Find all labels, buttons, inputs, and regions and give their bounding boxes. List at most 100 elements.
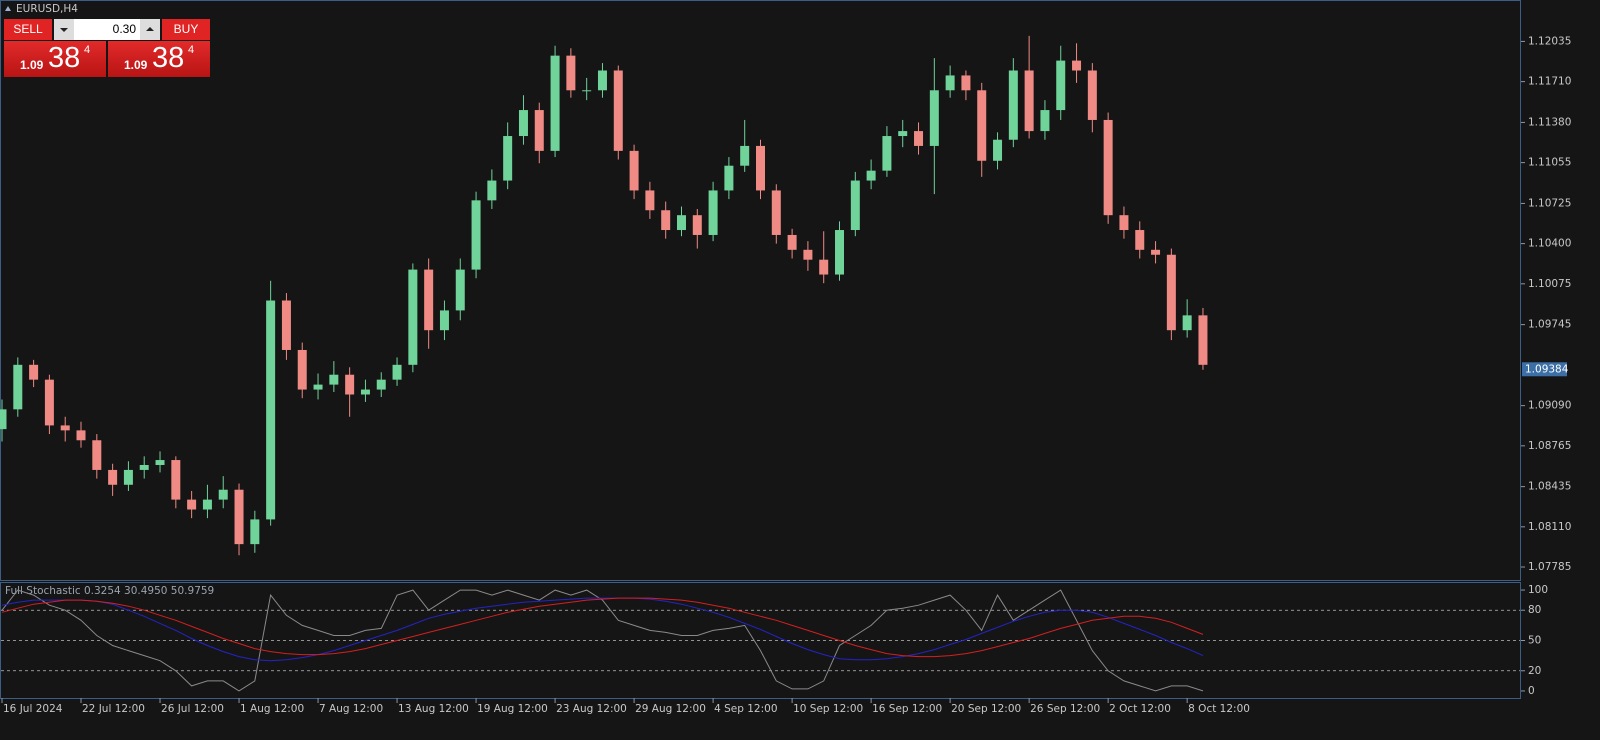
bid-quote[interactable]: 1.09 38 4: [4, 41, 106, 77]
candle-body: [771, 190, 781, 235]
y-tick-label: 50: [1528, 635, 1541, 647]
candle-body: [202, 499, 212, 510]
last-price-label: 1.09384: [1525, 363, 1569, 375]
main-panel-frame: [0, 0, 1521, 581]
ask-point: 4: [188, 44, 195, 56]
candle-body: [92, 440, 102, 470]
stochastic-line: [1, 597, 1204, 658]
candle-body: [139, 464, 149, 470]
stochastic-line: [1, 589, 1204, 692]
candle-body: [518, 110, 528, 137]
y-tick-label: 1.10400: [1528, 238, 1571, 250]
candle-body: [360, 389, 370, 395]
y-tick-label: 1.09745: [1528, 319, 1571, 331]
ask-quote[interactable]: 1.09 38 4: [108, 41, 210, 77]
y-tick-label: 80: [1528, 604, 1541, 616]
candle-body: [408, 269, 418, 365]
candle-body: [1119, 215, 1129, 231]
lot-down[interactable]: [54, 19, 74, 40]
candle-body: [961, 75, 971, 91]
buy-button[interactable]: BUY: [162, 19, 210, 40]
y-tick-label: 1.11055: [1528, 157, 1571, 169]
sell-button[interactable]: SELL: [4, 19, 52, 40]
y-tick-label: 1.11710: [1528, 76, 1571, 88]
candle-body: [44, 379, 54, 426]
candle-body: [250, 519, 260, 545]
candle-body: [345, 374, 355, 395]
indicator-title: Full Stochastic 0.3254 30.4950 50.9759: [5, 585, 214, 597]
trade-panel: SELL 0.30 BUY 1.09 38 4 1.09 38 4: [4, 19, 210, 77]
candle-body: [566, 55, 576, 91]
lot-up[interactable]: [140, 19, 160, 40]
candle-body: [60, 425, 70, 431]
candle-body: [914, 131, 924, 146]
symbol-icon: [5, 6, 11, 11]
y-tick-label: 1.09090: [1528, 400, 1571, 412]
x-tick-label: 16 Jul 2024: [3, 703, 63, 715]
candle-body: [1008, 70, 1018, 140]
candle-body: [424, 269, 434, 331]
x-tick-label: 29 Aug 12:00: [635, 703, 706, 715]
candle-body: [1072, 60, 1082, 71]
x-tick-label: 13 Aug 12:00: [398, 703, 469, 715]
candle-body: [1198, 315, 1208, 365]
x-tick-label: 2 Oct 12:00: [1109, 703, 1171, 715]
candle-body: [597, 70, 607, 91]
candle-body: [740, 145, 750, 166]
x-tick-label: 16 Sep 12:00: [872, 703, 942, 715]
candle-body: [645, 190, 655, 211]
bid-pips: 38: [48, 42, 81, 74]
lot-spinner[interactable]: 0.30: [54, 19, 160, 40]
y-tick-label: 100: [1528, 584, 1548, 596]
ask-pips: 38: [152, 42, 185, 74]
candle-body: [123, 469, 133, 485]
y-tick-label: 1.08765: [1528, 440, 1571, 452]
candle-body: [1135, 230, 1145, 250]
candle-body: [629, 150, 639, 191]
stochastic-line: [1, 597, 1204, 662]
candle-body: [376, 379, 386, 390]
candle-body: [297, 349, 307, 390]
x-tick-label: 22 Jul 12:00: [82, 703, 145, 715]
last-price-tag: [1522, 362, 1567, 377]
candle-body: [487, 180, 497, 201]
candle-body: [708, 190, 718, 235]
candle-body: [866, 170, 876, 181]
candle-body: [503, 136, 513, 181]
x-tick-label: 7 Aug 12:00: [319, 703, 383, 715]
candle-body: [898, 131, 908, 137]
down-icon: [60, 28, 68, 32]
y-tick-label: 1.08435: [1528, 481, 1571, 493]
lot-value[interactable]: 0.30: [112, 22, 136, 36]
candle-body: [724, 165, 734, 191]
candle-body: [1103, 119, 1113, 216]
candle-body: [929, 90, 939, 146]
candle-body: [392, 364, 402, 380]
candle-body: [756, 145, 765, 191]
candle-body: [29, 364, 39, 380]
candle-body: [787, 234, 797, 250]
candle-body: [281, 300, 291, 350]
indicator-panel-frame: [0, 582, 1521, 699]
y-tick-label: 0: [1528, 685, 1535, 697]
candle-body: [1056, 60, 1066, 111]
candle-body: [471, 200, 481, 270]
candle-body: [977, 90, 987, 161]
bid-prefix: 1.09: [20, 58, 44, 72]
candle-body: [835, 230, 845, 275]
candle-body: [329, 374, 339, 385]
candle-body: [803, 249, 813, 260]
candle-body: [108, 469, 118, 485]
candle-body: [1040, 110, 1050, 132]
candle-body: [1182, 315, 1192, 331]
y-tick-label: 1.10725: [1528, 197, 1571, 209]
bid-point: 4: [84, 44, 91, 56]
candle-body: [76, 430, 86, 441]
candle-body: [582, 90, 592, 92]
y-tick-label: 1.08110: [1528, 521, 1571, 533]
candle-body: [1151, 249, 1161, 255]
candle-body: [850, 180, 860, 231]
candle-body: [0, 409, 7, 430]
chart-title: EURUSD,H4: [16, 3, 78, 15]
